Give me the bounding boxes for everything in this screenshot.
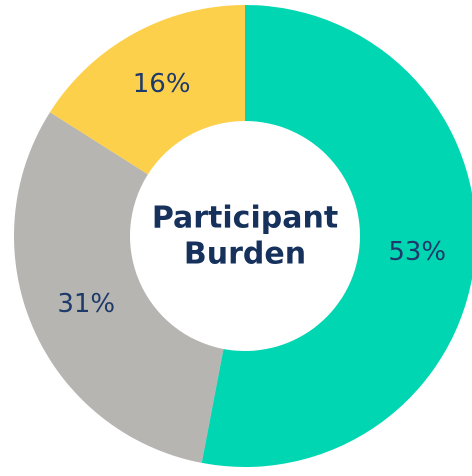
value-label: 16% xyxy=(133,69,191,99)
donut-segment xyxy=(201,5,472,467)
center-label: Participant xyxy=(152,201,338,236)
donut-segment xyxy=(49,5,245,175)
value-label: 31% xyxy=(57,289,115,319)
donut-segment xyxy=(14,112,224,463)
value-label: 53% xyxy=(388,237,446,267)
center-label: Burden xyxy=(184,237,306,272)
